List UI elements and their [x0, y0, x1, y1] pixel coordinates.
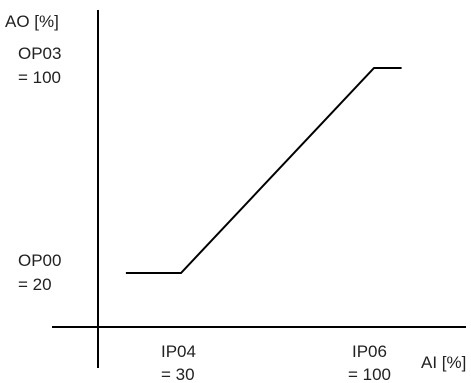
- series-line: [125, 67, 402, 274]
- y-high-label-line1: OP03: [18, 44, 61, 63]
- x-high-label-line1: IP06: [352, 342, 387, 361]
- y-high-label-line2: = 100: [18, 68, 61, 87]
- y-axis-label: AO [%]: [5, 12, 59, 31]
- x-low-label-line2: = 30: [161, 365, 195, 383]
- x-high-label-line2: = 100: [348, 365, 391, 383]
- y-low-label-line1: OP00: [18, 251, 61, 270]
- x-axis-label: AI [%]: [421, 353, 466, 372]
- x-low-label-line1: IP04: [161, 342, 196, 361]
- y-low-label-line2: = 20: [18, 275, 52, 294]
